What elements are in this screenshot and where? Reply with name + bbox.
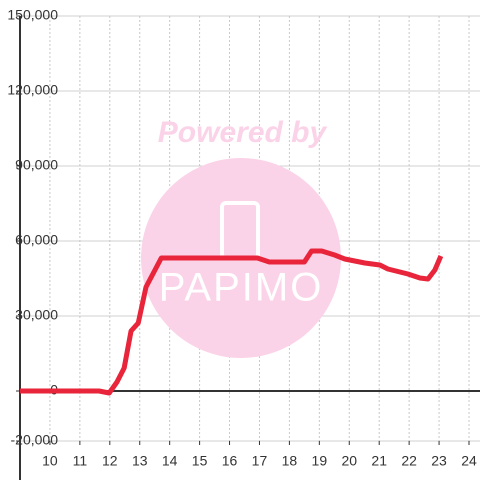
x-tick-label: 17 bbox=[252, 453, 268, 469]
x-tick-label: 20 bbox=[341, 453, 357, 469]
watermark-logo: PAPIMO bbox=[159, 266, 324, 310]
watermark: Powered by PAPIMO bbox=[141, 116, 341, 358]
x-tick-label: 13 bbox=[132, 453, 148, 469]
y-tick-label: 150,000 bbox=[7, 7, 58, 23]
y-tick-label: -20,000 bbox=[11, 432, 59, 448]
x-tick-label: 15 bbox=[192, 453, 208, 469]
y-tick-label: 120,000 bbox=[7, 82, 58, 98]
x-tick-label: 23 bbox=[431, 453, 447, 469]
x-tick-label: 10 bbox=[42, 453, 58, 469]
x-tick-label: 11 bbox=[73, 453, 88, 469]
y-tick-label: 60,000 bbox=[15, 232, 58, 248]
line bbox=[20, 248, 444, 396]
watermark-text: Powered by bbox=[158, 116, 328, 149]
x-tick-label: 21 bbox=[371, 453, 387, 469]
x-tick-label: 18 bbox=[282, 453, 298, 469]
x-tick-label: 14 bbox=[162, 453, 178, 469]
x-tick-label: 22 bbox=[401, 453, 417, 469]
x-tick-label: 19 bbox=[312, 453, 328, 469]
y-tick-label: 30,000 bbox=[15, 307, 58, 323]
x-tick-label: 24 bbox=[461, 453, 477, 469]
y-tick-label: 90,000 bbox=[15, 157, 58, 173]
x-tick-label: 12 bbox=[102, 453, 118, 469]
x-tick-label: 16 bbox=[222, 453, 238, 469]
